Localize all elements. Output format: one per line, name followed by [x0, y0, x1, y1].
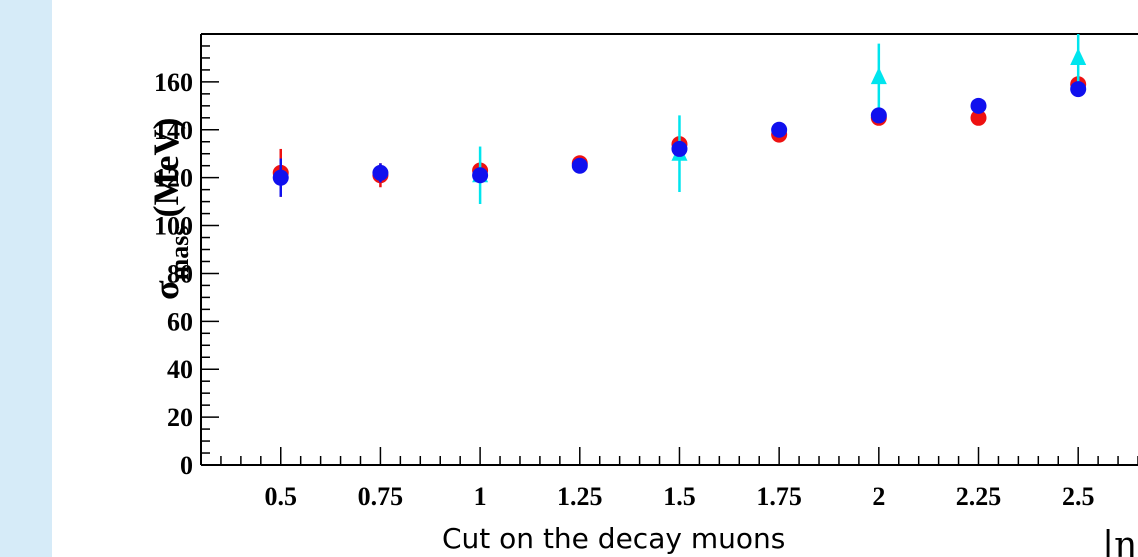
y-tick-label: 60 — [167, 307, 193, 336]
y-tick-label: 160 — [154, 68, 193, 97]
data-point-circle — [970, 109, 987, 126]
x-tick-label: 1.5 — [663, 482, 696, 511]
x-tick-label: 2 — [872, 482, 885, 511]
y-axis-label-subscript: mass — [165, 226, 194, 281]
x-ticks: 0.5 0.75 1 1.25 1.5 1.75 2 2.25 2.5 — [200, 447, 1138, 511]
series-2 — [272, 81, 1087, 197]
x-tick-label: 1 — [474, 482, 487, 511]
y-axis-label: σmass (MeV) — [146, 118, 194, 300]
y-tick-label: 0 — [180, 451, 193, 480]
data-point-circle — [272, 169, 289, 186]
y-tick-label: 120 — [154, 164, 193, 193]
x-tick-label: 0.5 — [264, 482, 297, 511]
y-tick-label: 20 — [167, 403, 193, 432]
side-panel — [0, 0, 52, 557]
x-tick-label: 2.5 — [1062, 482, 1095, 511]
data-point-triangle — [1070, 47, 1087, 65]
series-1 — [472, 34, 1087, 205]
data-point-circle — [571, 157, 588, 174]
x-axis-label-suffix: |η — [1102, 525, 1136, 557]
data-marks — [272, 34, 1087, 205]
data-point-circle — [870, 107, 887, 124]
y-tick-label: 80 — [167, 259, 193, 288]
data-point-circle — [1070, 81, 1087, 98]
plot-area: 0 20 40 60 80 100 120 140 160 0.5 0.75 1 1.25 1.5 1.7… — [52, 0, 1138, 557]
data-point-circle — [771, 121, 788, 138]
data-point-triangle — [870, 67, 887, 85]
data-point-circle — [472, 167, 489, 184]
x-axis-label: Cut on the decay muons — [442, 522, 785, 555]
y-ticks: 0 20 40 60 80 100 120 140 160 — [154, 33, 219, 480]
data-point-circle — [671, 140, 688, 157]
data-point-circle — [372, 164, 389, 181]
y-tick-label: 140 — [154, 116, 193, 145]
x-tick-label: 1.75 — [756, 482, 802, 511]
y-tick-label: 100 — [154, 212, 193, 241]
x-tick-label: 0.75 — [358, 482, 404, 511]
y-tick-label: 40 — [167, 355, 193, 384]
x-tick-label: 1.25 — [557, 482, 603, 511]
axes — [200, 33, 1138, 466]
y-axis-label-symbol: σ — [146, 280, 186, 300]
scatter-chart: 0 20 40 60 80 100 120 140 160 0.5 0.75 1 1.25 1.5 1.7… — [146, 33, 1138, 557]
x-tick-label: 2.25 — [956, 482, 1002, 511]
y-axis-label-unit: (MeV) — [146, 118, 186, 218]
data-point-circle — [970, 97, 987, 114]
